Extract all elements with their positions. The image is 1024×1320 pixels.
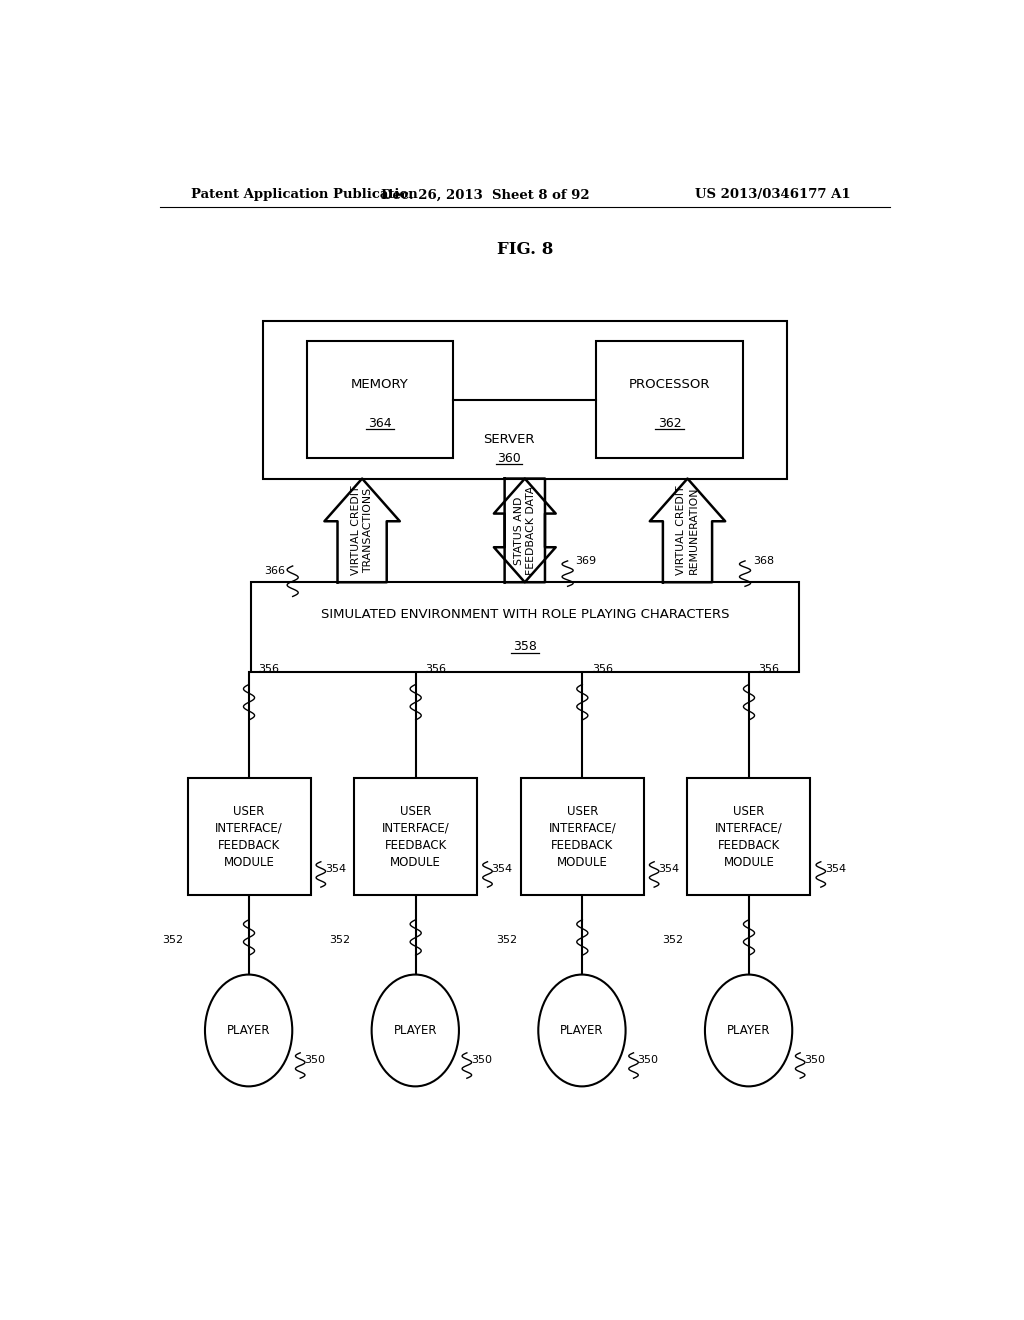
Ellipse shape xyxy=(372,974,459,1086)
Text: 356: 356 xyxy=(592,664,612,675)
Text: 360: 360 xyxy=(497,451,521,465)
Text: 356: 356 xyxy=(425,664,446,675)
Ellipse shape xyxy=(205,974,292,1086)
Text: 352: 352 xyxy=(663,935,684,945)
Ellipse shape xyxy=(539,974,626,1086)
Text: PLAYER: PLAYER xyxy=(393,1024,437,1038)
Text: 354: 354 xyxy=(492,863,513,874)
Text: 350: 350 xyxy=(304,1055,326,1065)
Text: Patent Application Publication: Patent Application Publication xyxy=(191,189,418,202)
Text: 350: 350 xyxy=(804,1055,825,1065)
Text: 356: 356 xyxy=(759,664,779,675)
Text: PROCESSOR: PROCESSOR xyxy=(629,378,711,391)
Polygon shape xyxy=(494,479,556,582)
Text: SIMULATED ENVIRONMENT WITH ROLE PLAYING CHARACTERS: SIMULATED ENVIRONMENT WITH ROLE PLAYING … xyxy=(321,609,729,620)
Bar xyxy=(354,779,477,895)
Bar xyxy=(521,779,644,895)
Polygon shape xyxy=(650,479,725,582)
Text: PLAYER: PLAYER xyxy=(727,1024,770,1038)
Text: USER
INTERFACE/
FEEDBACK
MODULE: USER INTERFACE/ FEEDBACK MODULE xyxy=(215,805,283,869)
Text: 366: 366 xyxy=(264,566,285,576)
Text: STATUS AND
FEEDBACK DATA: STATUS AND FEEDBACK DATA xyxy=(514,486,536,576)
Text: 352: 352 xyxy=(163,935,183,945)
Text: 354: 354 xyxy=(325,863,346,874)
Text: 350: 350 xyxy=(638,1055,658,1065)
Bar xyxy=(263,321,786,479)
Text: 362: 362 xyxy=(657,417,681,430)
Text: PLAYER: PLAYER xyxy=(560,1024,604,1038)
Polygon shape xyxy=(325,479,399,582)
Text: 354: 354 xyxy=(824,863,846,874)
Text: SERVER: SERVER xyxy=(483,433,535,446)
Text: 352: 352 xyxy=(496,935,517,945)
Text: 354: 354 xyxy=(658,863,679,874)
Text: USER
INTERFACE/
FEEDBACK
MODULE: USER INTERFACE/ FEEDBACK MODULE xyxy=(549,805,616,869)
Bar xyxy=(306,342,454,458)
Text: 364: 364 xyxy=(369,417,392,430)
Ellipse shape xyxy=(705,974,793,1086)
Text: Dec. 26, 2013  Sheet 8 of 92: Dec. 26, 2013 Sheet 8 of 92 xyxy=(381,189,590,202)
Text: 358: 358 xyxy=(513,640,537,653)
Text: USER
INTERFACE/
FEEDBACK
MODULE: USER INTERFACE/ FEEDBACK MODULE xyxy=(382,805,450,869)
Text: MEMORY: MEMORY xyxy=(351,378,409,391)
Text: VIRTUAL CREDIT
TRANSACTIONS: VIRTUAL CREDIT TRANSACTIONS xyxy=(351,486,374,576)
Bar xyxy=(251,582,799,672)
Text: 356: 356 xyxy=(258,664,280,675)
Text: USER
INTERFACE/
FEEDBACK
MODULE: USER INTERFACE/ FEEDBACK MODULE xyxy=(715,805,783,869)
Text: PLAYER: PLAYER xyxy=(227,1024,270,1038)
Text: 368: 368 xyxy=(753,556,774,566)
Text: FIG. 8: FIG. 8 xyxy=(497,242,553,259)
Bar xyxy=(596,342,743,458)
Text: 369: 369 xyxy=(575,556,597,566)
Bar xyxy=(187,779,310,895)
Text: 350: 350 xyxy=(471,1055,492,1065)
Text: 352: 352 xyxy=(329,935,350,945)
Polygon shape xyxy=(494,479,556,582)
Bar xyxy=(687,779,811,895)
Text: VIRTUAL CREDIT
REMUNERATION: VIRTUAL CREDIT REMUNERATION xyxy=(676,486,698,576)
Text: US 2013/0346177 A1: US 2013/0346177 A1 xyxy=(694,189,850,202)
